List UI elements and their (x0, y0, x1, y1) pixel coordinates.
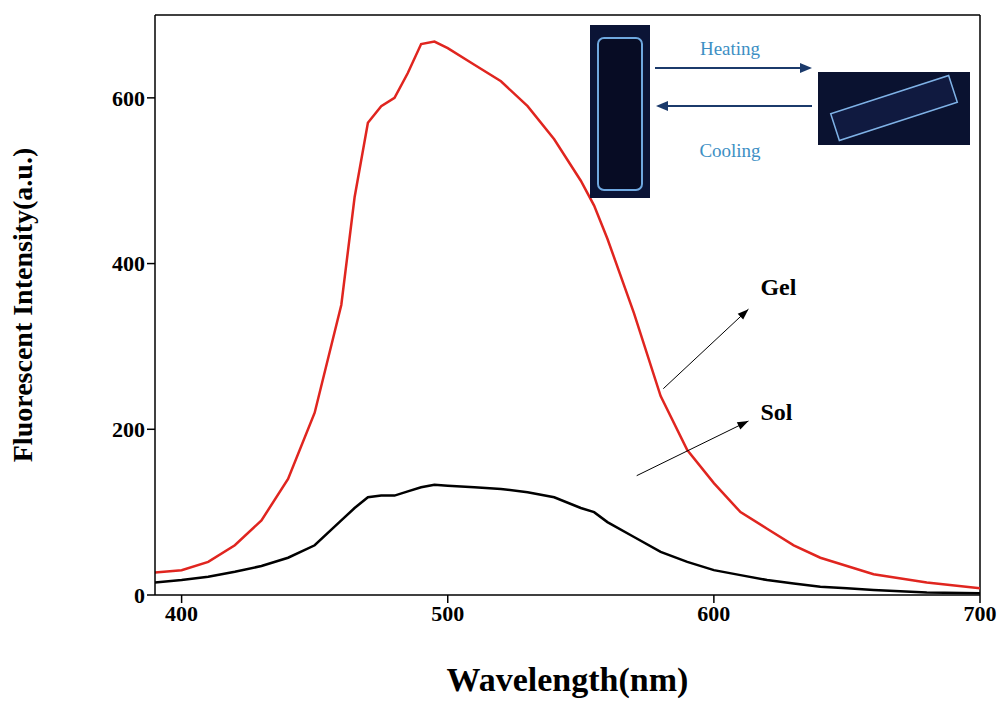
svg-text:400: 400 (112, 251, 145, 276)
svg-text:600: 600 (112, 86, 145, 111)
svg-text:400: 400 (165, 601, 198, 626)
svg-text:600: 600 (697, 601, 730, 626)
svg-text:Gel: Gel (760, 274, 796, 300)
svg-text:Wavelength(nm): Wavelength(nm) (447, 661, 689, 699)
svg-text:Fluorescent Intensity(a.u.): Fluorescent Intensity(a.u.) (7, 148, 38, 462)
svg-text:700: 700 (964, 601, 997, 626)
svg-text:0: 0 (134, 583, 145, 608)
svg-text:200: 200 (112, 417, 145, 442)
svg-text:Cooling: Cooling (699, 140, 761, 161)
svg-text:Sol: Sol (760, 399, 792, 425)
svg-text:500: 500 (431, 601, 464, 626)
svg-text:Heating: Heating (700, 38, 761, 59)
